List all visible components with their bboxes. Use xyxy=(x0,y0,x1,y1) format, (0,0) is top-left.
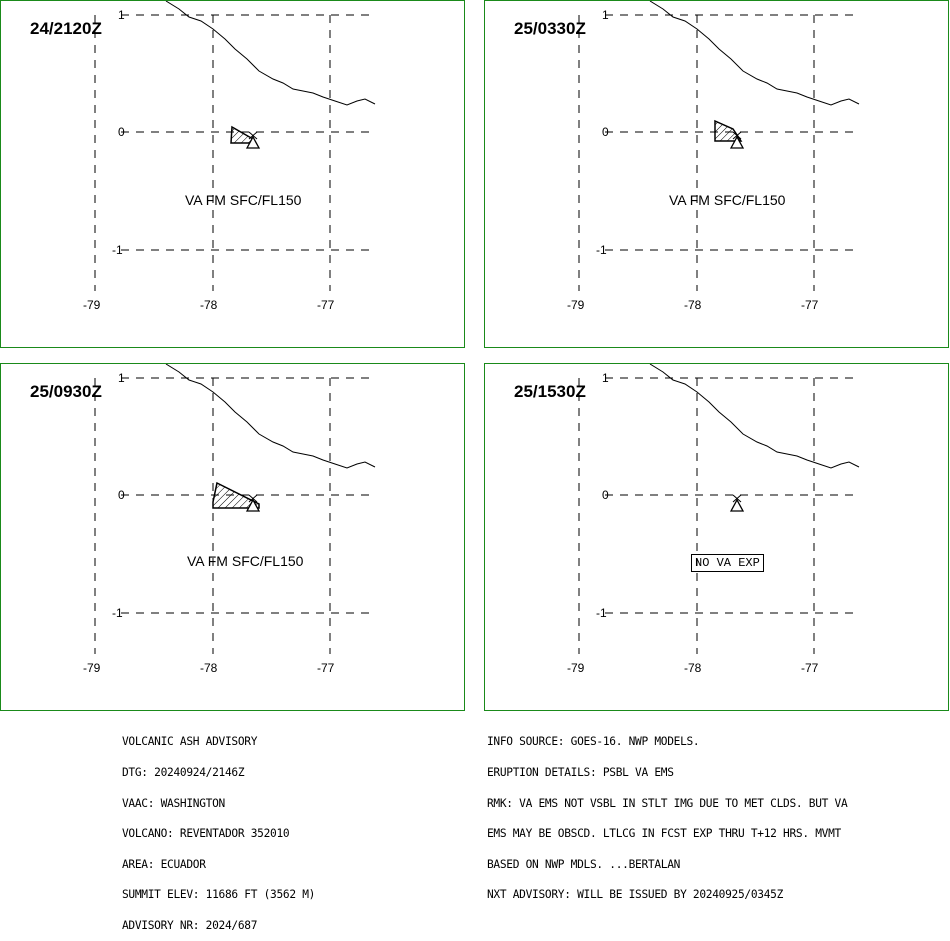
advisory-line: EMS MAY BE OBSCD. LTLCG IN FCST EXP THRU… xyxy=(487,827,841,841)
lat-label-0: 0 xyxy=(118,125,125,139)
map-canvas xyxy=(578,364,860,654)
advisory-remarks-block: INFO SOURCE: GOES-16. NWP MODELS. ERUPTI… xyxy=(487,717,848,911)
advisory-line: INFO SOURCE: GOES-16. NWP MODELS. xyxy=(487,735,700,749)
lon-label-79: -79 xyxy=(567,298,585,312)
panel-dtg: 25/0330Z xyxy=(514,19,586,38)
coastline xyxy=(649,1,860,106)
lat-label-minus1: -1 xyxy=(112,606,123,620)
advisory-line: BASED ON NWP MDLS. ...BERTALAN xyxy=(487,857,681,871)
lon-label-79: -79 xyxy=(83,298,101,312)
panel-dtg: 24/2120Z xyxy=(30,19,102,38)
panel-dtg: 25/0930Z xyxy=(30,382,102,401)
advisory-line: ADVISORY NR: 2024/687 xyxy=(122,918,258,932)
advisory-line: NXT ADVISORY: WILL BE ISSUED BY 20240925… xyxy=(487,888,784,902)
lon-label-77: -77 xyxy=(317,661,335,675)
lon-label-79: -79 xyxy=(567,661,585,675)
lat-label-0: 0 xyxy=(602,488,609,502)
forecast-panel-1: 24/2120Z 1 0 -1 -79 -78 -77 VA FM SFC/FL… xyxy=(0,0,465,348)
ash-status-text: VA FM SFC/FL150 xyxy=(187,553,304,569)
advisory-line: VOLCANO: REVENTADOR 352010 xyxy=(122,827,290,841)
lon-label-78: -78 xyxy=(200,298,218,312)
lon-label-78: -78 xyxy=(684,298,702,312)
map-canvas xyxy=(578,1,860,291)
map-canvas xyxy=(94,364,376,654)
lat-label-minus1: -1 xyxy=(596,243,607,257)
map-canvas xyxy=(94,1,376,291)
advisory-line: VOLCANIC ASH ADVISORY xyxy=(122,735,258,749)
ash-cloud-polygon xyxy=(230,125,254,144)
advisory-line: VAAC: WASHINGTON xyxy=(122,796,225,810)
lat-label-1: 1 xyxy=(118,371,125,385)
forecast-panel-4: 25/1530Z 1 0 -1 -79 -78 -77 NO VA EXP xyxy=(484,363,949,711)
coastline xyxy=(649,364,860,469)
lon-label-77: -77 xyxy=(801,661,819,675)
forecast-panel-2: 25/0330Z 1 0 -1 -79 -78 -77 VA FM SFC/FL… xyxy=(484,0,949,348)
panel-dtg: 25/1530Z xyxy=(514,382,586,401)
lat-label-minus1: -1 xyxy=(112,243,123,257)
coastline xyxy=(165,1,376,106)
ash-cloud-polygon xyxy=(714,119,743,142)
lon-label-78: -78 xyxy=(684,661,702,675)
advisory-line: ERUPTION DETAILS: PSBL VA EMS xyxy=(487,766,674,779)
ash-status-text: VA FM SFC/FL150 xyxy=(669,192,786,208)
forecast-panel-3: 25/0930Z 1 0 -1 -79 -78 -77 VA FM SFC/FL… xyxy=(0,363,465,711)
lat-label-minus1: -1 xyxy=(596,606,607,620)
volcano-icon xyxy=(729,494,745,512)
coastline xyxy=(165,364,376,469)
lat-label-1: 1 xyxy=(602,8,609,22)
lat-label-0: 0 xyxy=(602,125,609,139)
advisory-header-block: VOLCANIC ASH ADVISORY DTG: 20240924/2146… xyxy=(122,717,315,941)
ash-status-text: VA FM SFC/FL150 xyxy=(185,192,302,208)
volcano-icon xyxy=(245,131,261,149)
lon-label-77: -77 xyxy=(317,298,335,312)
advisory-line: AREA: ECUADOR xyxy=(122,857,206,871)
volcano-icon xyxy=(729,131,745,149)
lat-label-1: 1 xyxy=(602,371,609,385)
advisory-line: RMK: VA EMS NOT VSBL IN STLT IMG DUE TO … xyxy=(487,796,848,810)
lon-label-79: -79 xyxy=(83,661,101,675)
no-ash-expected-box: NO VA EXP xyxy=(691,554,764,572)
advisory-line: DTG: 20240924/2146Z xyxy=(122,766,245,779)
lat-label-0: 0 xyxy=(118,488,125,502)
lon-label-77: -77 xyxy=(801,298,819,312)
volcano-icon xyxy=(245,494,261,512)
lon-label-78: -78 xyxy=(200,661,218,675)
lat-label-1: 1 xyxy=(118,8,125,22)
advisory-line: SUMMIT ELEV: 11686 FT (3562 M) xyxy=(122,888,316,902)
